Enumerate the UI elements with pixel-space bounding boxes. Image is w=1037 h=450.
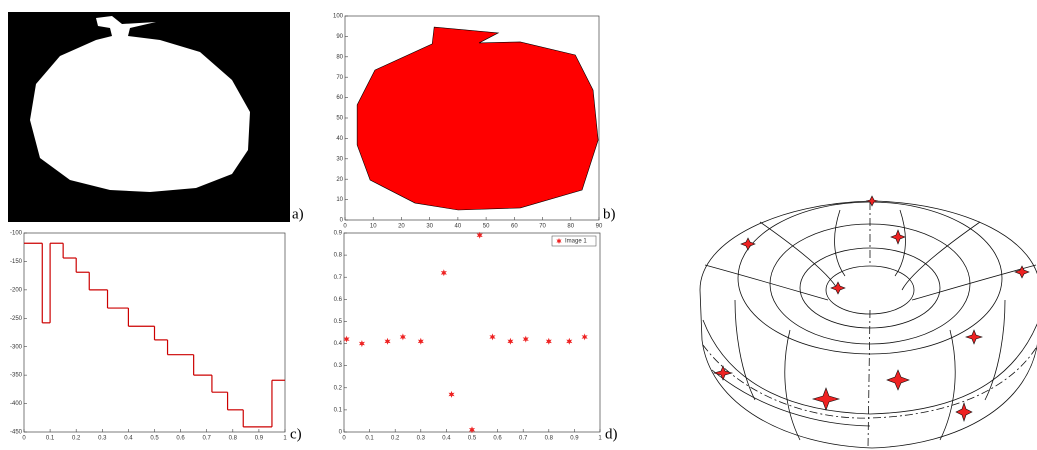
- y-tick-label: 100: [333, 14, 344, 20]
- scatter-point: [384, 337, 391, 345]
- x-tick-label: 70: [539, 224, 546, 230]
- scatter-point: [440, 269, 447, 277]
- x-tick-label: 0: [343, 224, 347, 230]
- scatter-point: [566, 337, 573, 345]
- scatter-point: [469, 426, 475, 434]
- legend-marker: [556, 238, 562, 244]
- panel-label: a): [292, 206, 304, 222]
- x-tick-label: 0.1: [46, 436, 55, 442]
- x-tick-label: 80: [567, 224, 574, 230]
- x-tick-label: 20: [398, 224, 405, 230]
- y-tick-label: 40: [336, 136, 343, 142]
- x-tick-label: 40: [455, 224, 462, 230]
- scatter-point: [581, 333, 588, 341]
- x-tick-label: 60: [511, 224, 518, 230]
- x-tick-label: 1: [283, 436, 287, 442]
- x-tick-label: 0.7: [519, 436, 528, 442]
- x-tick-label: 0.3: [417, 436, 426, 442]
- panel-label: c): [290, 426, 302, 442]
- scatter-point: [343, 335, 350, 343]
- y-tick-label: 0.1: [334, 407, 343, 413]
- y-tick-label: 70: [336, 75, 343, 81]
- x-tick-label: 0.7: [203, 436, 212, 442]
- y-tick-label: 50: [336, 116, 343, 122]
- scatter-point: [522, 335, 529, 343]
- y-tick-label: 20: [336, 177, 343, 183]
- y-tick-label: -400: [10, 401, 23, 407]
- x-tick-label: 1: [598, 436, 602, 442]
- scatter-point: [489, 333, 496, 341]
- y-tick-label: 0.2: [334, 385, 343, 391]
- y-tick-label: 0.9: [334, 231, 343, 237]
- plot-frame: [343, 232, 601, 433]
- y-tick-label: -100: [10, 231, 23, 237]
- apple-silhouette: [30, 16, 250, 192]
- x-tick-label: 0.2: [391, 436, 400, 442]
- x-tick-label: 0.6: [493, 436, 502, 442]
- x-tick-label: 0.9: [570, 436, 579, 442]
- y-tick-label: 0: [340, 218, 344, 224]
- y-tick-label: 30: [336, 156, 343, 162]
- scatter-point: [448, 390, 455, 398]
- x-tick-label: 50: [483, 224, 490, 230]
- x-tick-label: 0.4: [124, 436, 133, 442]
- x-tick-label: 90: [596, 224, 603, 230]
- y-tick-label: -200: [10, 287, 23, 293]
- y-tick-label: 10: [336, 197, 343, 203]
- x-tick-label: 0.5: [468, 436, 477, 442]
- scatter-point: [476, 231, 483, 239]
- legend-label: Image 1: [565, 239, 587, 245]
- polygon-area: [356, 26, 599, 211]
- x-tick-label: 0.5: [150, 436, 159, 442]
- x-tick-label: 0.1: [365, 436, 374, 442]
- torus: [699, 195, 1037, 449]
- scatter-point: [507, 337, 514, 345]
- y-tick-label: 0.6: [334, 297, 343, 303]
- x-tick-label: 0.9: [255, 436, 264, 442]
- panel-label: b): [603, 206, 616, 222]
- y-tick-label: -350: [10, 373, 23, 379]
- x-tick-label: 0.8: [545, 436, 554, 442]
- x-tick-label: 0: [342, 436, 346, 442]
- x-tick-label: 0: [22, 436, 26, 442]
- x-tick-label: 0.2: [72, 436, 81, 442]
- y-tick-label: -450: [10, 430, 23, 436]
- y-tick-label: -300: [10, 344, 23, 350]
- panel-label: d): [605, 426, 618, 442]
- x-tick-label: 0.3: [98, 436, 107, 442]
- y-tick-label: 0.3: [334, 363, 343, 369]
- x-tick-label: 0.6: [176, 436, 185, 442]
- y-tick-label: 0.7: [334, 275, 343, 281]
- y-tick-label: 0.4: [334, 341, 343, 347]
- y-tick-label: 80: [336, 54, 343, 60]
- x-tick-label: 0.4: [442, 436, 451, 442]
- scatter-point: [417, 337, 424, 345]
- x-tick-label: 10: [370, 224, 377, 230]
- y-tick-label: 0.8: [334, 253, 343, 259]
- x-tick-label: 0.8: [229, 436, 238, 442]
- y-tick-label: 60: [336, 95, 343, 101]
- x-tick-label: 30: [426, 224, 433, 230]
- scatter-point: [545, 337, 552, 345]
- legend-box: [551, 235, 597, 247]
- y-tick-label: -150: [10, 259, 23, 265]
- scatter-point: [358, 340, 365, 348]
- y-tick-label: 0.5: [334, 319, 343, 325]
- y-tick-label: -250: [10, 316, 23, 322]
- y-tick-label: 0: [339, 430, 343, 436]
- scatter-point: [399, 333, 406, 341]
- y-tick-label: 90: [336, 34, 343, 40]
